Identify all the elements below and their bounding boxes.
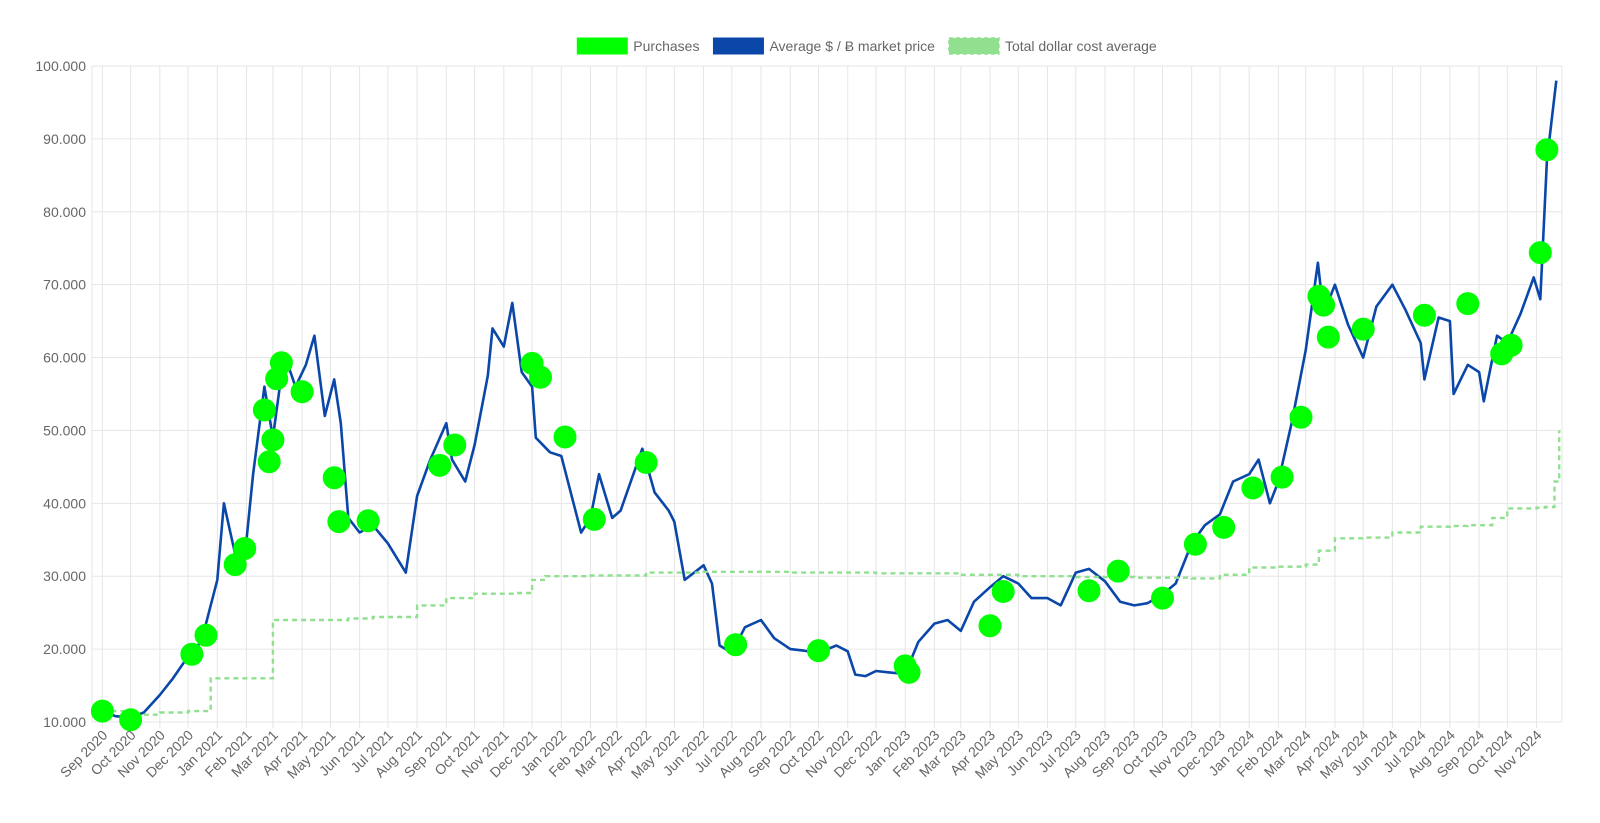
purchase-point[interactable]	[1270, 465, 1294, 489]
legend-item-total-dollar-cost-average[interactable]: Total dollar cost average	[948, 37, 1157, 55]
legend-label: Purchases	[633, 38, 699, 54]
legend-item-average-market-price[interactable]: Average $ / Ƀ market price	[712, 37, 935, 55]
purchase-point[interactable]	[290, 380, 314, 404]
plot-area	[101, 80, 1561, 719]
y-tick-label: 40.000	[43, 495, 86, 511]
purchase-point[interactable]	[1535, 138, 1559, 162]
purchase-point[interactable]	[553, 425, 577, 449]
y-tick-label: 100.000	[35, 58, 86, 74]
purchase-point[interactable]	[1316, 325, 1340, 349]
purchase-point[interactable]	[1456, 292, 1480, 316]
y-tick-label: 70.000	[43, 277, 86, 293]
purchase-point[interactable]	[1351, 317, 1375, 341]
purchase-point[interactable]	[1528, 241, 1552, 265]
purchase-point[interactable]	[1499, 333, 1523, 357]
purchase-point[interactable]	[1289, 405, 1313, 429]
purchase-point[interactable]	[194, 623, 218, 647]
purchase-point[interactable]	[991, 580, 1015, 603]
purchase-point[interactable]	[327, 510, 351, 534]
purchase-point[interactable]	[252, 398, 276, 422]
series-total-dollar-cost-average	[102, 430, 1561, 716]
legend-label: Total dollar cost average	[1005, 38, 1157, 54]
purchase-point[interactable]	[257, 450, 281, 474]
legend-swatch	[948, 37, 1000, 55]
purchase-point[interactable]	[897, 660, 921, 684]
y-tick-label: 60.000	[43, 350, 86, 366]
purchase-point[interactable]	[978, 614, 1002, 638]
purchase-point[interactable]	[807, 639, 830, 663]
purchase-point[interactable]	[1312, 293, 1336, 317]
purchase-point[interactable]	[634, 451, 658, 474]
y-tick-label: 20.000	[43, 641, 86, 657]
purchase-point[interactable]	[233, 537, 257, 560]
purchase-point[interactable]	[356, 509, 380, 533]
y-tick-label: 90.000	[43, 131, 86, 147]
purchase-point[interactable]	[269, 351, 293, 375]
y-tick-label: 10.000	[43, 714, 86, 730]
legend-swatch	[576, 37, 628, 55]
grid	[91, 65, 1563, 728]
purchase-point[interactable]	[1106, 559, 1130, 583]
purchase-point[interactable]	[428, 453, 452, 477]
purchase-point[interactable]	[529, 365, 552, 389]
y-tick-label: 50.000	[43, 422, 86, 438]
purchase-point[interactable]	[119, 708, 143, 732]
purchase-points	[90, 138, 1559, 732]
purchase-point[interactable]	[180, 642, 204, 666]
y-axis: 10.000 20.000 30.000 40.000 50.000 60.000 70.0…	[35, 58, 86, 730]
legend-label: Average $ / Ƀ market price	[769, 38, 935, 54]
purchase-point[interactable]	[582, 507, 606, 531]
purchase-point[interactable]	[1212, 515, 1236, 539]
legend-item-purchases[interactable]: Purchases	[576, 37, 699, 55]
y-tick-label: 80.000	[43, 204, 86, 220]
purchase-point[interactable]	[322, 466, 346, 490]
purchase-point[interactable]	[1183, 532, 1207, 556]
series-average-market-price	[101, 80, 1558, 719]
legend-swatch	[712, 37, 764, 55]
y-tick-label: 30.000	[43, 568, 86, 584]
purchase-point[interactable]	[443, 433, 467, 457]
purchase-point[interactable]	[724, 633, 748, 657]
purchase-point[interactable]	[261, 428, 285, 452]
purchase-point[interactable]	[1412, 303, 1436, 327]
purchase-point[interactable]	[1077, 579, 1101, 603]
legend[interactable]: Purchases Average $ / Ƀ market price Total…	[576, 37, 1157, 55]
purchase-point[interactable]	[1151, 586, 1174, 610]
purchase-point[interactable]	[1241, 476, 1265, 500]
purchase-point[interactable]	[90, 699, 114, 723]
